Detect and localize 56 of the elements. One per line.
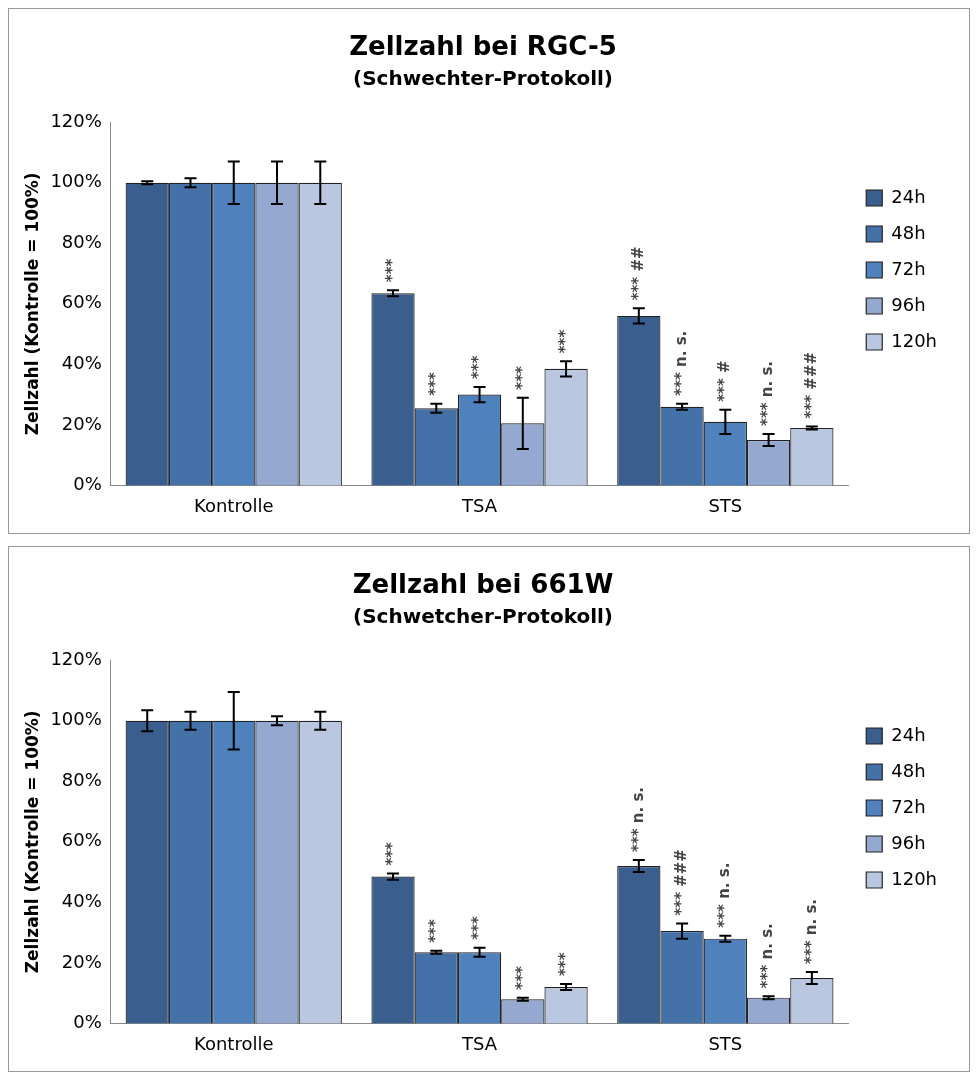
data-label: ***	[382, 258, 401, 283]
legend-label: 24h	[891, 185, 926, 207]
data-label: ***	[469, 355, 488, 380]
y-tick-label: 20%	[61, 412, 102, 434]
data-label: *** n. s.	[671, 330, 690, 396]
data-label: *** ###	[671, 849, 690, 916]
chart-subtitle: (Schwechter-Protokoll)	[353, 66, 613, 91]
data-label: ***	[512, 365, 531, 390]
x-tick-label: Kontrolle	[194, 1032, 274, 1054]
y-tick-label: 120%	[50, 109, 102, 131]
y-tick-label: 0%	[73, 473, 102, 495]
y-tick-label: 100%	[50, 170, 102, 192]
legend-label: 96h	[891, 831, 926, 853]
x-tick-label: TSA	[461, 494, 498, 516]
x-tick-label: STS	[708, 494, 743, 516]
x-tick-label: TSA	[461, 1032, 498, 1054]
legend-label: 72h	[891, 257, 926, 279]
data-label: ***	[512, 965, 531, 990]
y-axis-title: Zellzahl (Kontrolle = 100%)	[21, 172, 42, 436]
chart-title: Zellzahl bei RGC-5	[349, 31, 617, 62]
y-tick-label: 40%	[61, 890, 102, 912]
x-tick-label: Kontrolle	[194, 494, 274, 516]
legend-label: 120h	[891, 867, 937, 889]
data-label: ***	[382, 841, 401, 866]
data-label: ***	[555, 329, 574, 354]
y-tick-label: 0%	[73, 1011, 102, 1033]
data-label: ***	[555, 952, 574, 977]
legend-label: 120h	[891, 329, 937, 351]
data-label: *** n. s.	[758, 923, 777, 989]
legend-label: 48h	[891, 221, 926, 243]
legend-label: 72h	[891, 795, 926, 817]
data-label: *** n. s.	[715, 862, 734, 928]
data-label: ***	[469, 916, 488, 940]
y-tick-label: 20%	[61, 950, 102, 972]
data-label: *** n. s.	[801, 898, 820, 964]
y-tick-label: 120%	[50, 647, 102, 669]
legend-label: 96h	[891, 293, 926, 315]
y-tick-label: 40%	[61, 352, 102, 374]
data-label: *** n. s.	[758, 360, 777, 426]
chart-title: Zellzahl bei 661W	[352, 569, 614, 600]
data-label: ***	[426, 371, 445, 396]
legend-label: 24h	[891, 723, 926, 745]
data-label: ***	[426, 919, 445, 943]
data-label: *** #	[715, 360, 734, 402]
data-label: *** ###	[801, 351, 820, 419]
data-label: *** n. s.	[628, 786, 647, 852]
y-tick-label: 60%	[61, 291, 102, 313]
y-tick-label: 60%	[61, 829, 102, 851]
data-label: *** ##	[628, 246, 647, 301]
y-tick-label: 100%	[50, 708, 102, 730]
x-tick-label: STS	[708, 1032, 743, 1054]
y-tick-label: 80%	[61, 768, 102, 790]
legend-label: 48h	[891, 759, 926, 781]
chart-subtitle: (Schwetcher-Protokoll)	[353, 604, 613, 629]
y-tick-label: 80%	[61, 230, 102, 252]
y-axis-title: Zellzahl (Kontrolle = 100%)	[21, 710, 42, 974]
